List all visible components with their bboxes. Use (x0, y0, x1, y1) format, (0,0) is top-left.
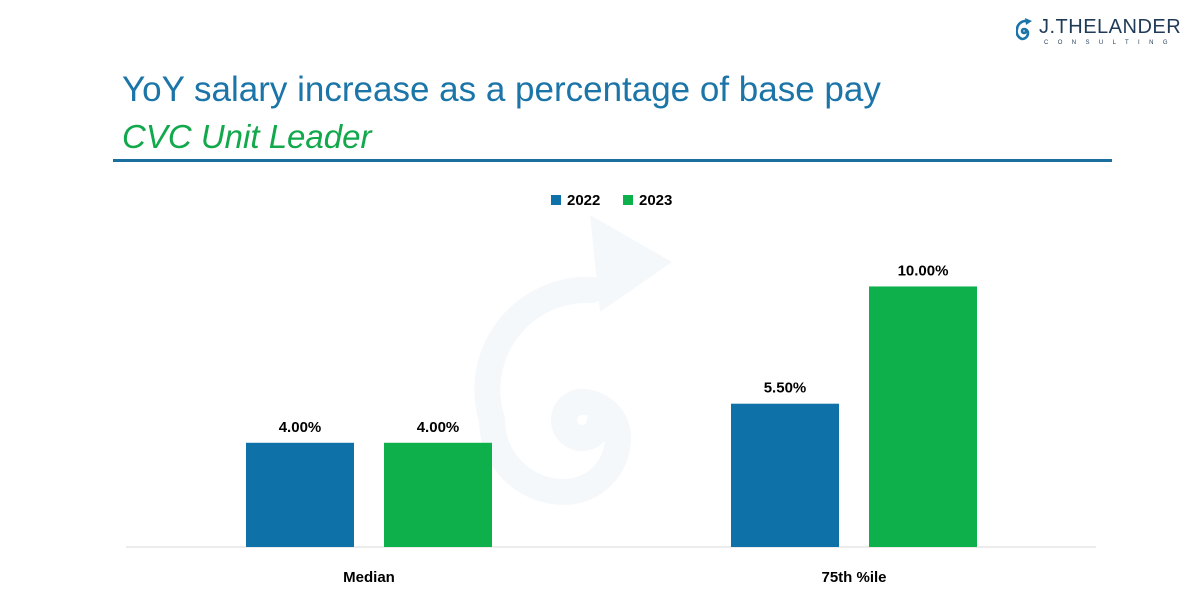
legend-label-2022: 2022 (567, 192, 600, 209)
watermark-spiral-icon (474, 215, 672, 506)
data-label: 4.00% (417, 419, 460, 436)
legend-swatch-2022 (551, 195, 561, 205)
logo-wordmark: J.THELANDER (1039, 16, 1182, 38)
page-title: YoY salary increase as a percentage of b… (122, 70, 881, 109)
x-tick-label: Median (343, 569, 395, 586)
bar-2023-median (384, 442, 492, 547)
bars-layer: 4.00% 4.00% Median 5.50% 10.00% 75th %ile (246, 262, 977, 586)
spiral-logo-icon (1016, 18, 1032, 41)
data-label: 4.00% (279, 419, 322, 436)
legend-swatch-2023 (623, 195, 633, 205)
logo-tagline: CONSULTING (1044, 40, 1177, 46)
company-logo: J.THELANDER CONSULTING (1016, 14, 1181, 50)
bar-2022-median (246, 442, 354, 547)
bar-2023-75th-ile (869, 286, 977, 547)
data-label: 5.50% (764, 380, 807, 397)
legend: 2022 2023 (551, 192, 672, 209)
x-tick-label: 75th %ile (821, 569, 886, 586)
title-divider (113, 159, 1112, 162)
page-subtitle: CVC Unit Leader (122, 118, 372, 155)
legend-label-2023: 2023 (639, 192, 672, 209)
data-label: 10.00% (898, 262, 949, 279)
bar-2022-75th-ile (731, 403, 839, 547)
